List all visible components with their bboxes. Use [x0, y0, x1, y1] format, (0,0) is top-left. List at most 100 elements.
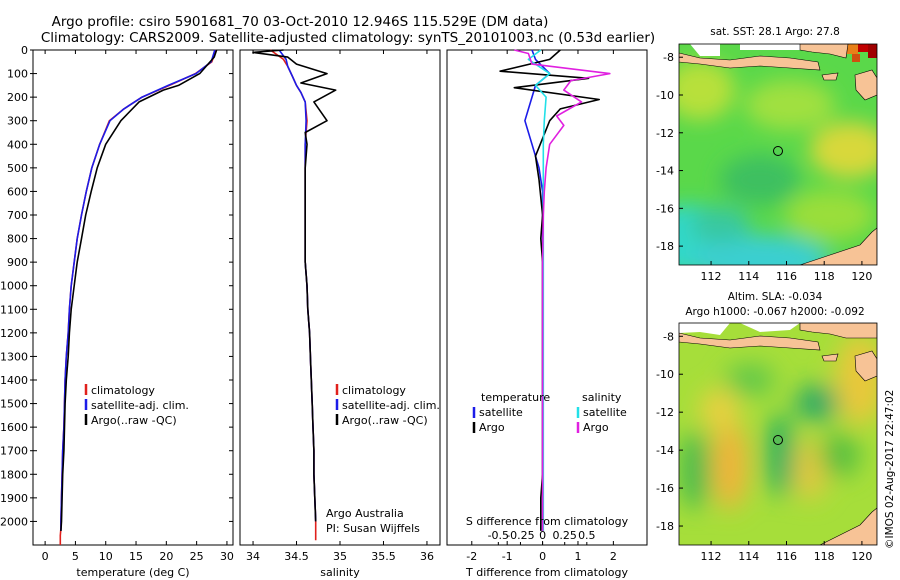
title-line2: Climatology: CARS2009. Satellite-adjuste…: [41, 30, 655, 46]
y-tick-label: 1700: [0, 445, 28, 458]
map-y-tick-label: -12: [656, 127, 674, 140]
series-line-argo-raw-qc-: [252, 49, 337, 522]
y-tick-label: 1200: [0, 327, 28, 340]
salinity-panel: 34 34.5 35 35.5 36 salinity climatology satelli…: [239, 49, 441, 579]
sst-map-title: sat. SST: 28.1 Argo: 27.8: [710, 26, 840, 38]
x-tick-label: 25: [190, 550, 204, 563]
map-x-tick-label: 116: [776, 550, 797, 563]
y-tick-label: 1500: [0, 398, 28, 411]
x-tick-label: 10: [99, 550, 113, 563]
y-tick-label: 900: [7, 256, 28, 269]
y-tick-label: 2000: [0, 515, 28, 528]
s-tick-label: 0.5: [578, 529, 596, 542]
legend-label: temperature: [481, 391, 550, 404]
map-y-tick-label: -10: [656, 368, 674, 381]
sla-map-title2: Argo h1000: -0.067 h2000: -0.092: [685, 306, 864, 318]
y-tick-label: 1600: [0, 421, 28, 434]
y-tick-label: 800: [7, 233, 28, 246]
map-y-tick-label: -16: [656, 482, 674, 495]
imos-watermark: ©IMOS 02-Aug-2017 22:47:02: [884, 390, 896, 549]
x-tick-label: 2: [610, 550, 617, 563]
map-x-tick-label: 118: [814, 550, 835, 563]
y-tick-label: 1000: [0, 280, 28, 293]
y-tick-label: 400: [7, 138, 28, 151]
map-x-tick-label: 116: [776, 270, 797, 283]
y-tick-label: 300: [7, 115, 28, 128]
x-tick-label: 35: [333, 550, 347, 563]
map-y-tick-label: -8: [663, 51, 674, 64]
s-tick-label: 0.25: [552, 529, 577, 542]
sla-map-title: Altim. SLA: -0.034: [728, 291, 823, 303]
legend-label: satellite: [583, 406, 627, 419]
difference-panel: -2 -1 0 1 2 T difference from climatology temp…: [446, 49, 648, 579]
legend-label: salinity: [582, 391, 622, 404]
map-y-tick-label: -8: [663, 330, 674, 343]
map-y-tick-label: -18: [656, 240, 674, 253]
y-tick-label: 0: [21, 44, 28, 57]
y-tick-label: 1900: [0, 492, 28, 505]
legend-label: satellite: [479, 406, 523, 419]
series-line-satellite-adj-clim-: [60, 49, 216, 531]
map-y-tick-label: -14: [656, 444, 674, 457]
map-y-tick-label: -10: [656, 89, 674, 102]
s-tick-label: -0.25: [506, 529, 534, 542]
map-x-tick-label: 112: [701, 270, 722, 283]
map-x-tick-label: 118: [814, 270, 835, 283]
map-x-tick-label: 120: [851, 270, 872, 283]
x-axis-label: T difference from climatology: [465, 566, 628, 579]
y-tick-label: 700: [7, 209, 28, 222]
x-tick-label: 15: [129, 550, 143, 563]
x-tick-label: 36: [420, 550, 434, 563]
x-tick-label: 34: [246, 550, 260, 563]
legend-label: climatology: [91, 384, 155, 397]
x-tick-label: 20: [159, 550, 173, 563]
y-tick-label: 600: [7, 185, 28, 198]
x-tick-label: 0: [539, 550, 546, 563]
y-tick-label: 1100: [0, 303, 28, 316]
map-y-tick-label: -18: [656, 520, 674, 533]
annotation-argo-australia: Argo Australia: [326, 507, 404, 520]
series-line-s-argo: [514, 49, 611, 531]
y-tick-label: 200: [7, 91, 28, 104]
sla-map: Altim. SLA: -0.034 Argo h1000: -0.067 h2…: [656, 291, 878, 563]
x-tick-label: 5: [72, 550, 79, 563]
axes-frame: [446, 49, 648, 546]
x-tick-label: 35.5: [371, 550, 396, 563]
legend-label: satellite-adj. clim.: [91, 399, 189, 412]
x-tick-label: 30: [220, 550, 234, 563]
map-x-tick-label: 112: [701, 550, 722, 563]
map-y-tick-label: -16: [656, 202, 674, 215]
legend-label: satellite-adj. clim.: [342, 399, 440, 412]
s-tick-label: 0: [539, 529, 546, 542]
x-tick-label: 34.5: [284, 550, 309, 563]
annotation-pi: PI: Susan Wijffels: [326, 522, 420, 535]
title-line1: Argo profile: csiro 5901681_70 03-Oct-20…: [52, 14, 549, 30]
y-tick-label: 1800: [0, 468, 28, 481]
axes-frame: [239, 49, 441, 546]
map-y-tick-label: -12: [656, 406, 674, 419]
y-tick-label: 500: [7, 162, 28, 175]
temperature-panel: 0100200300400500600700800900100011001200…: [0, 44, 234, 579]
x-tick-label: 1: [574, 550, 581, 563]
s-axis-label: S difference from climatology: [466, 515, 629, 528]
y-tick-label: 1400: [0, 374, 28, 387]
map-y-tick-label: -14: [656, 165, 674, 178]
map-x-tick-label: 120: [851, 550, 872, 563]
map-x-tick-label: 114: [738, 270, 759, 283]
x-axis-label: salinity: [320, 566, 360, 579]
legend-label: Argo(..raw -QC): [342, 414, 428, 427]
legend-label: Argo: [583, 421, 609, 434]
axes-frame: [32, 49, 234, 546]
legend-label: Argo(..raw -QC): [91, 414, 177, 427]
y-tick-label: 1300: [0, 350, 28, 363]
legend-label: climatology: [342, 384, 406, 397]
sst-map: sat. SST: 28.1 Argo: 27.8 112 114 116 118 12…: [656, 26, 878, 283]
map-x-tick-label: 114: [738, 550, 759, 563]
legend-label: Argo: [479, 421, 505, 434]
x-tick-label: 0: [42, 550, 49, 563]
x-axis-label: temperature (deg C): [76, 566, 189, 579]
y-tick-label: 100: [7, 68, 28, 81]
x-tick-label: -1: [502, 550, 513, 563]
x-tick-label: -2: [466, 550, 477, 563]
